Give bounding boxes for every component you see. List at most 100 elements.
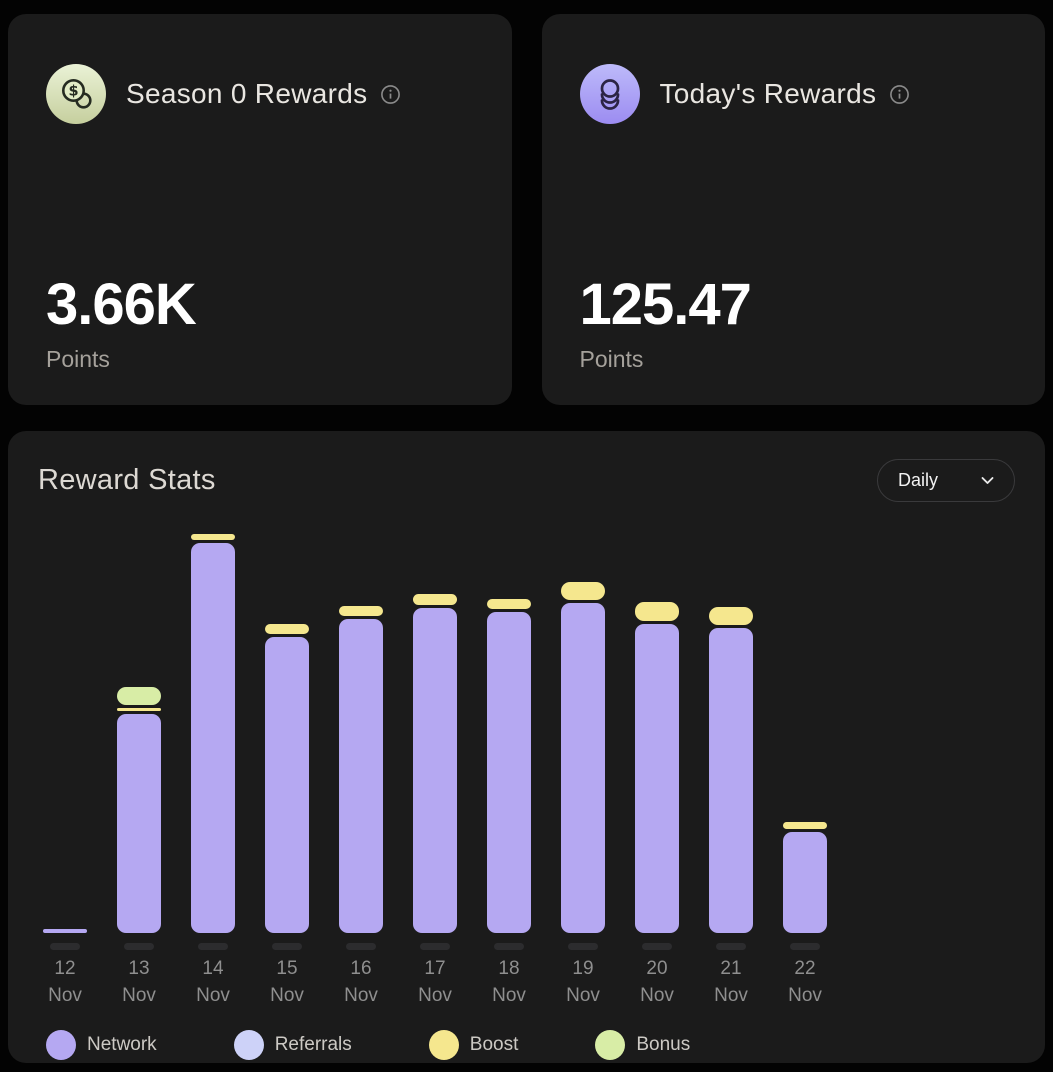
today-points-value: 125.47 bbox=[579, 272, 752, 337]
axis-tick bbox=[716, 943, 746, 950]
bar-stack bbox=[635, 531, 679, 933]
bar-column-14-nov: 14 Nov bbox=[191, 531, 235, 1009]
bar-segment-boost[interactable] bbox=[635, 602, 679, 621]
x-axis-label: 15 Nov bbox=[270, 958, 304, 1006]
period-dropdown[interactable]: Daily bbox=[877, 459, 1015, 502]
bar-segment-bonus[interactable] bbox=[117, 687, 161, 705]
bar-column-20-nov: 20 Nov bbox=[635, 531, 679, 1009]
card-title: Season 0 Rewards bbox=[126, 78, 368, 109]
legend-label: Referrals bbox=[274, 1034, 352, 1055]
bar-stack bbox=[561, 531, 605, 933]
bar-column-18-nov: 18 Nov bbox=[487, 531, 531, 1009]
bar-stack bbox=[191, 531, 235, 933]
bar-segment-network[interactable] bbox=[117, 714, 161, 933]
bar-segment-network[interactable] bbox=[709, 628, 753, 933]
x-axis-label: 20 Nov bbox=[640, 958, 674, 1006]
season-card-header: $ Season 0 Rewards bbox=[46, 64, 482, 124]
svg-text:$: $ bbox=[68, 84, 78, 100]
axis-tick bbox=[568, 943, 598, 950]
season-points-value: 3.66K bbox=[46, 272, 197, 337]
bar-segment-network[interactable] bbox=[783, 832, 827, 933]
bar-stack bbox=[487, 531, 531, 933]
bar-stack bbox=[265, 531, 309, 933]
axis-tick bbox=[272, 943, 302, 950]
bar-segment-network[interactable] bbox=[487, 612, 531, 933]
axis-tick bbox=[790, 943, 820, 950]
legend-color-dot bbox=[233, 1030, 264, 1060]
season-card-metric: 3.66K Points bbox=[46, 271, 197, 373]
legend-item-boost: Boost bbox=[428, 1030, 519, 1060]
today-card-header: Today's Rewards bbox=[579, 64, 1016, 124]
axis-tick bbox=[642, 943, 672, 950]
axis-tick bbox=[420, 943, 450, 950]
today-card-metric: 125.47 Points bbox=[579, 271, 752, 373]
bar-column-22-nov: 22 Nov bbox=[783, 531, 827, 1009]
bar-segment-boost[interactable] bbox=[561, 582, 605, 600]
points-unit-label: Points bbox=[46, 346, 110, 372]
bar-segment-boost[interactable] bbox=[339, 606, 383, 616]
axis-tick bbox=[50, 943, 80, 950]
bar-segment-boost[interactable] bbox=[191, 534, 235, 540]
bar-stack bbox=[783, 531, 827, 933]
bar-column-21-nov: 21 Nov bbox=[709, 531, 753, 1009]
info-icon[interactable] bbox=[380, 84, 401, 105]
bar-segment-boost[interactable] bbox=[709, 607, 753, 625]
chevron-down-icon bbox=[978, 471, 997, 490]
x-axis-label: 21 Nov bbox=[714, 958, 748, 1006]
bar-stack bbox=[709, 531, 753, 933]
points-unit-label: Points bbox=[579, 346, 644, 372]
axis-tick bbox=[346, 943, 376, 950]
bar-column-15-nov: 15 Nov bbox=[265, 531, 309, 1009]
season-rewards-card: $ Season 0 Rewards 3.66K Points bbox=[8, 14, 512, 405]
bar-stack bbox=[43, 531, 87, 933]
axis-tick bbox=[198, 943, 228, 950]
x-axis-label: 19 Nov bbox=[566, 958, 600, 1006]
bar-stack bbox=[117, 531, 161, 933]
bar-stack bbox=[413, 531, 457, 933]
bar-segment-network[interactable] bbox=[339, 619, 383, 933]
stat-cards-row: $ Season 0 Rewards 3.66K Points bbox=[8, 14, 1045, 405]
legend-item-referrals: Referrals bbox=[233, 1030, 352, 1060]
bar-column-19-nov: 19 Nov bbox=[561, 531, 605, 1009]
bar-segment-boost[interactable] bbox=[265, 624, 309, 634]
coin-stack-icon bbox=[579, 64, 640, 124]
stacked-bar-chart: 12 Nov 13 Nov 14 Nov 15 Nov 16 Nov 17 Nov 18 Nov 19 Nov… bbox=[38, 531, 1015, 1009]
legend-label: Boost bbox=[469, 1034, 519, 1055]
bar-stack bbox=[339, 531, 383, 933]
bar-segment-network[interactable] bbox=[43, 929, 87, 933]
bar-column-16-nov: 16 Nov bbox=[339, 531, 383, 1009]
bar-column-12-nov: 12 Nov bbox=[43, 531, 87, 1009]
x-axis-label: 13 Nov bbox=[122, 958, 156, 1006]
info-icon[interactable] bbox=[889, 84, 910, 105]
x-axis-label: 18 Nov bbox=[492, 958, 526, 1006]
bar-segment-network[interactable] bbox=[265, 637, 309, 933]
bar-segment-boost[interactable] bbox=[117, 708, 161, 711]
legend-color-dot bbox=[428, 1030, 459, 1060]
legend-item-bonus: Bonus bbox=[595, 1030, 690, 1060]
legend-label: Network bbox=[87, 1034, 157, 1055]
x-axis-label: 12 Nov bbox=[48, 958, 82, 1006]
legend-color-dot bbox=[595, 1030, 626, 1060]
bar-column-17-nov: 17 Nov bbox=[413, 531, 457, 1009]
bar-segment-network[interactable] bbox=[635, 624, 679, 933]
chart-header: Reward Stats Daily bbox=[38, 459, 1015, 502]
legend-color-dot bbox=[46, 1030, 76, 1060]
today-rewards-card: Today's Rewards 125.47 Points bbox=[541, 14, 1045, 405]
bar-column-13-nov: 13 Nov bbox=[117, 531, 161, 1009]
x-axis-label: 14 Nov bbox=[196, 958, 230, 1006]
bar-segment-boost[interactable] bbox=[783, 822, 827, 829]
x-axis-label: 22 Nov bbox=[788, 958, 822, 1006]
card-title: Today's Rewards bbox=[659, 78, 877, 109]
x-axis-label: 17 Nov bbox=[418, 958, 452, 1006]
dollar-coins-icon: $ bbox=[46, 64, 106, 124]
bar-segment-network[interactable] bbox=[413, 608, 457, 933]
chart-legend: Network Referrals Boost Bonus bbox=[38, 1030, 1015, 1060]
legend-label: Bonus bbox=[636, 1034, 691, 1055]
bar-segment-boost[interactable] bbox=[487, 599, 531, 609]
bar-segment-boost[interactable] bbox=[413, 594, 457, 605]
axis-tick bbox=[494, 943, 524, 950]
bar-segment-network[interactable] bbox=[191, 543, 235, 933]
bar-segment-network[interactable] bbox=[561, 603, 605, 933]
period-dropdown-value: Daily bbox=[898, 470, 939, 490]
